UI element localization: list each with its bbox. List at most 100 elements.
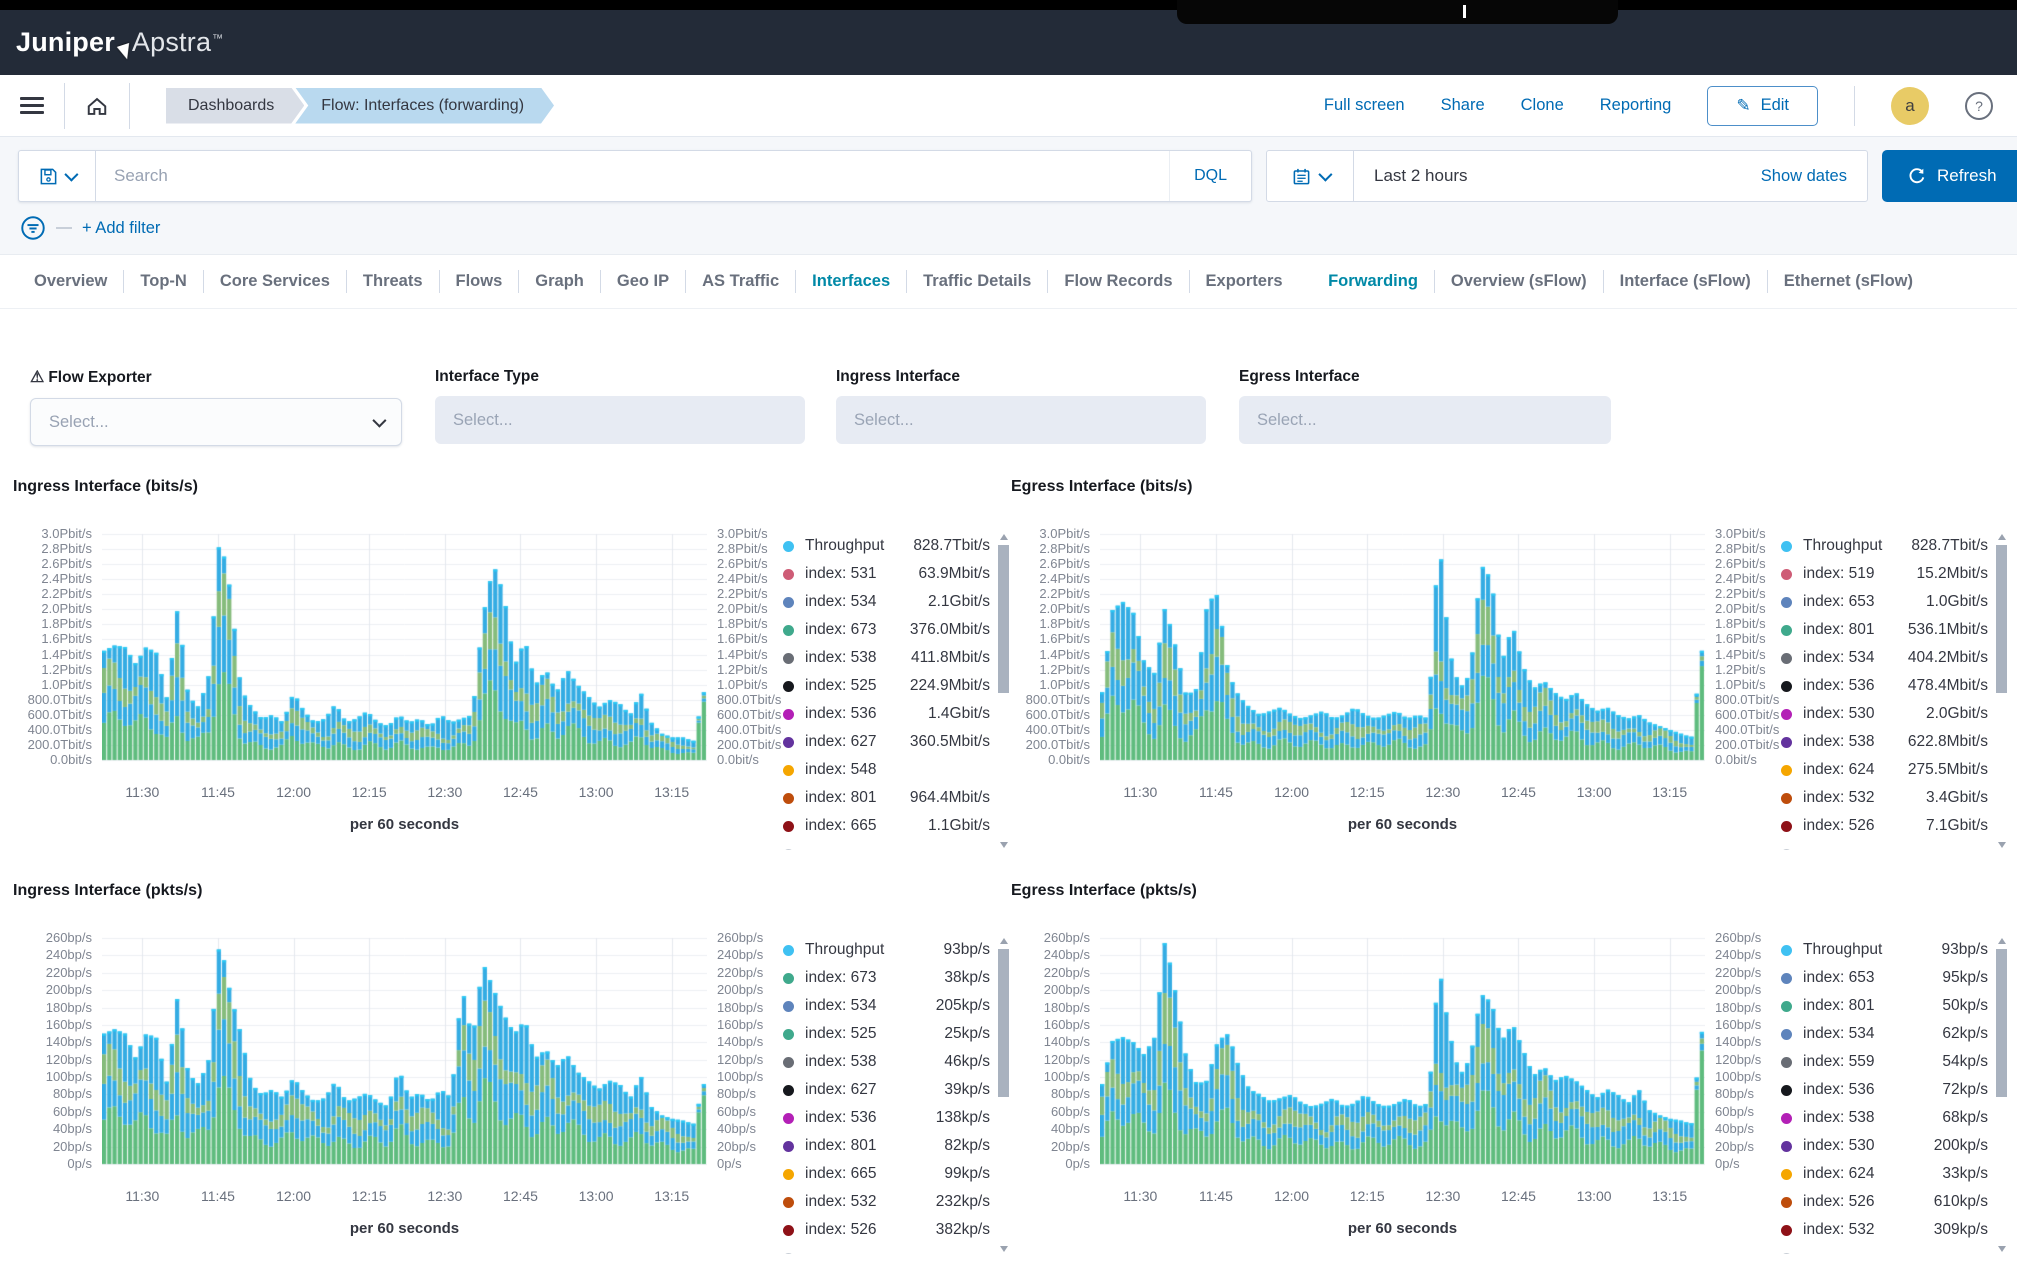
tab-flows[interactable]: Flows	[440, 270, 520, 293]
tab-threats[interactable]: Threats	[347, 270, 440, 293]
scroll-up-icon[interactable]	[1998, 938, 2006, 944]
legend-item[interactable]: index: 62433kp/s	[1777, 1160, 1988, 1188]
legend-item[interactable]: index: 5323.4Gbit/s	[1777, 784, 1988, 812]
tab-core-services[interactable]: Core Services	[204, 270, 347, 293]
legend-item[interactable]: index: 53163.9Mbit/s	[779, 560, 990, 588]
legend-item[interactable]: index: 67338kp/s	[779, 964, 990, 992]
legend-item[interactable]	[1777, 840, 1988, 850]
legend-item[interactable]: index: 80150kp/s	[1777, 992, 1988, 1020]
legend-item[interactable]: index: 51915.2Mbit/s	[1777, 560, 1988, 588]
legend-item[interactable]	[779, 840, 990, 850]
plot-area[interactable]: 11:3011:4512:0012:1512:3012:4513:0013:15…	[1100, 528, 1705, 772]
legend-item[interactable]: index: 53672kp/s	[1777, 1076, 1988, 1104]
home-icon[interactable]	[85, 94, 109, 118]
add-filter-link[interactable]: + Add filter	[82, 219, 160, 238]
legend-item[interactable]: index: 530200kp/s	[1777, 1132, 1988, 1160]
legend-item[interactable]: index: 526610kp/s	[1777, 1188, 1988, 1216]
search-input[interactable]	[96, 166, 1169, 186]
legend-item[interactable]: index: 538622.8Mbit/s	[1777, 728, 1988, 756]
stacked-area-canvas[interactable]	[1100, 528, 1705, 772]
legend-item[interactable]: index: 534404.2Mbit/s	[1777, 644, 1988, 672]
refresh-button[interactable]: Refresh	[1882, 150, 2017, 202]
legend-item[interactable]: index: 801964.4Mbit/s	[779, 784, 990, 812]
stacked-area-canvas[interactable]	[102, 528, 707, 772]
tab-as-traffic[interactable]: AS Traffic	[686, 270, 796, 293]
filter-icon[interactable]	[20, 215, 46, 241]
legend-item[interactable]: index: 548	[779, 756, 990, 784]
saved-query-menu[interactable]	[19, 151, 96, 201]
legend-item[interactable]: index: 538411.8Mbit/s	[779, 644, 990, 672]
legend-item[interactable]: index: 6651.1Gbit/s	[779, 812, 990, 840]
clone-link[interactable]: Clone	[1521, 96, 1564, 115]
stacked-area-canvas[interactable]	[1100, 932, 1705, 1176]
breadcrumb-dashboards[interactable]: Dashboards	[166, 88, 304, 124]
scroll-up-icon[interactable]	[1000, 938, 1008, 944]
scroll-down-icon[interactable]	[1998, 1246, 2006, 1252]
scroll-down-icon[interactable]	[1998, 842, 2006, 848]
legend-item[interactable]: Throughput93bp/s	[1777, 936, 1988, 964]
tab-overview[interactable]: Overview	[18, 270, 124, 293]
legend-item[interactable]: index: 627360.5Mbit/s	[779, 728, 990, 756]
scroll-up-icon[interactable]	[1998, 534, 2006, 540]
legend-item[interactable]: Throughput93bp/s	[779, 936, 990, 964]
tab-exporters[interactable]: Exporters	[1190, 270, 1299, 293]
scroll-down-icon[interactable]	[1000, 842, 1008, 848]
calendar-menu[interactable]	[1267, 151, 1354, 201]
legend-item[interactable]: index: 53846kp/s	[779, 1048, 990, 1076]
legend-item[interactable]: index: 5267.1Gbit/s	[1777, 812, 1988, 840]
legend-item[interactable]: index: 65395kp/s	[1777, 964, 1988, 992]
tab-top-n[interactable]: Top-N	[124, 270, 203, 293]
tab-flow-records[interactable]: Flow Records	[1048, 270, 1189, 293]
legend-item[interactable]: index: 52525kp/s	[779, 1020, 990, 1048]
full-screen-link[interactable]: Full screen	[1324, 96, 1405, 115]
menu-icon[interactable]	[20, 97, 44, 114]
legend-item[interactable]: index: 673376.0Mbit/s	[779, 616, 990, 644]
legend-item[interactable]: Throughput828.7Tbit/s	[779, 532, 990, 560]
legend-item[interactable]: index: 62739kp/s	[779, 1076, 990, 1104]
legend-item[interactable]: index: 536138kp/s	[779, 1104, 990, 1132]
legend-item[interactable]: index: 525224.9Mbit/s	[779, 672, 990, 700]
legend-item[interactable]: index: 66599kp/s	[779, 1160, 990, 1188]
legend-item[interactable]: index: 80182kp/s	[779, 1132, 990, 1160]
show-dates-link[interactable]: Show dates	[1741, 167, 1867, 186]
tab-geo-ip[interactable]: Geo IP	[601, 270, 686, 293]
legend-item[interactable]: index: 536478.4Mbit/s	[1777, 672, 1988, 700]
legend-item[interactable]: index: 53868kp/s	[1777, 1104, 1988, 1132]
legend-item[interactable]: index: 526382kp/s	[779, 1216, 990, 1244]
tab-overview-sflow[interactable]: Overview (sFlow)	[1435, 270, 1604, 293]
scrollbar-thumb[interactable]	[1996, 949, 2007, 1097]
tab-graph[interactable]: Graph	[519, 270, 601, 293]
legend-item[interactable]: Throughput828.7Tbit/s	[1777, 532, 1988, 560]
legend-item[interactable]	[1777, 1244, 1988, 1254]
time-range-value[interactable]: Last 2 hours	[1354, 166, 1488, 186]
legend-item[interactable]: index: 55954kp/s	[1777, 1048, 1988, 1076]
scroll-down-icon[interactable]	[1000, 1246, 1008, 1252]
legend-item[interactable]: index: 5342.1Gbit/s	[779, 588, 990, 616]
stacked-area-canvas[interactable]	[102, 932, 707, 1176]
scrollbar-thumb[interactable]	[1996, 545, 2007, 693]
flow-exporter-select[interactable]: Select...	[30, 398, 402, 446]
legend-item[interactable]: index: 53462kp/s	[1777, 1020, 1988, 1048]
plot-area[interactable]: 11:3011:4512:0012:1512:3012:4513:0013:15…	[1100, 932, 1705, 1176]
tab-interface-sflow[interactable]: Interface (sFlow)	[1604, 270, 1768, 293]
legend-item[interactable]: index: 5302.0Gbit/s	[1777, 700, 1988, 728]
legend-item[interactable]: index: 532232kp/s	[779, 1188, 990, 1216]
tab-ethernet-sflow[interactable]: Ethernet (sFlow)	[1768, 270, 1929, 293]
plot-area[interactable]: 11:3011:4512:0012:1512:3012:4513:0013:15…	[102, 528, 707, 772]
reporting-link[interactable]: Reporting	[1600, 96, 1672, 115]
edit-button[interactable]: ✎ Edit	[1707, 86, 1818, 126]
dql-toggle[interactable]: DQL	[1169, 151, 1251, 201]
legend-item[interactable]: index: 534205kp/s	[779, 992, 990, 1020]
legend-scrollbar[interactable]	[1996, 936, 2008, 1254]
legend-item[interactable]: index: 624275.5Mbit/s	[1777, 756, 1988, 784]
legend-item[interactable]: index: 801536.1Mbit/s	[1777, 616, 1988, 644]
plot-area[interactable]: 11:3011:4512:0012:1512:3012:4513:0013:15…	[102, 932, 707, 1176]
legend-item[interactable]: index: 5361.4Gbit/s	[779, 700, 990, 728]
tab-interfaces[interactable]: Interfaces	[796, 270, 907, 293]
breadcrumb-current-dashboard[interactable]: Flow: Interfaces (forwarding)	[295, 88, 554, 124]
legend-scrollbar[interactable]	[1996, 532, 2008, 850]
share-link[interactable]: Share	[1441, 96, 1485, 115]
help-icon[interactable]: ?	[1965, 92, 1993, 120]
tab-traffic-details[interactable]: Traffic Details	[907, 270, 1048, 293]
scroll-up-icon[interactable]	[1000, 534, 1008, 540]
